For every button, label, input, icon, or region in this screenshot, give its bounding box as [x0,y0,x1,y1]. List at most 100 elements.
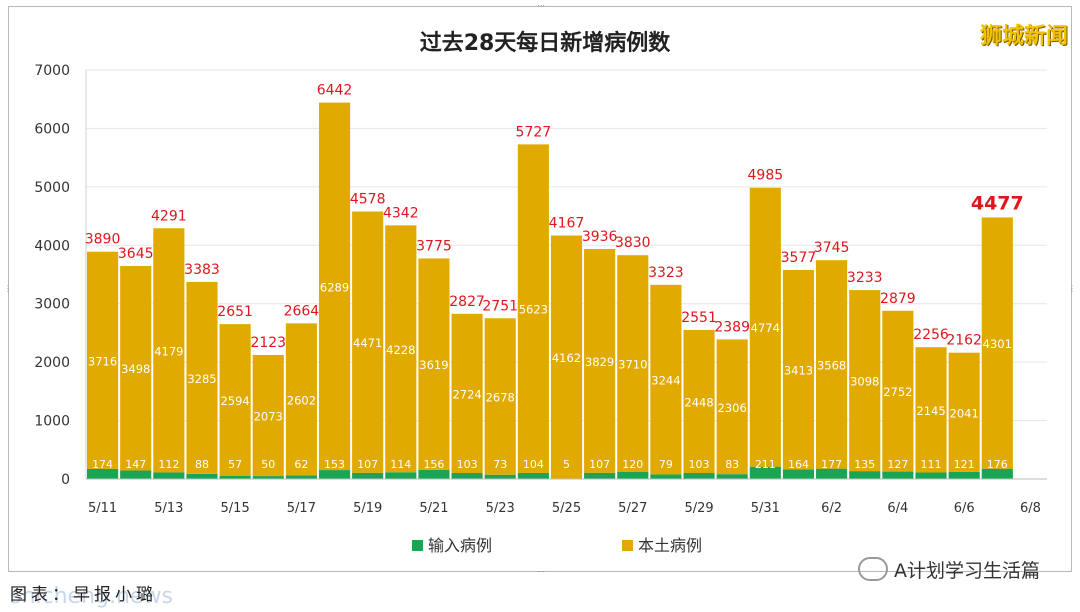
x-tick-label: 5/15 [221,501,250,516]
bar-local [418,258,450,470]
bar-local [550,235,583,479]
local-value-label: 3498 [121,362,150,376]
total-value-label: 4291 [151,208,187,224]
total-value-label: 2551 [681,310,717,326]
bar-local [584,249,616,473]
local-value-label: 2041 [950,406,979,420]
y-tick-label: 0 [61,472,70,488]
resize-handle-left[interactable]: ⋮ [4,284,12,293]
x-tick-label: 5/11 [88,501,117,516]
total-value-label: 3936 [582,229,618,245]
bar-local [385,225,417,473]
bar-local [219,324,251,476]
total-value-label: 3383 [184,262,220,278]
local-value-label: 3098 [850,375,879,389]
bar-local [86,251,119,469]
bar-imported [683,472,715,479]
resize-handle-top[interactable]: ⋯ [537,1,545,10]
bar-imported [153,472,185,479]
bar-local [948,352,980,472]
local-value-label: 3716 [88,354,117,368]
bar-imported [86,468,119,479]
total-value-label: 3890 [85,232,121,248]
y-tick-label: 1000 [34,414,70,430]
bar-local [484,318,516,475]
total-value-label: 4342 [383,205,419,221]
brand-logo-text: 狮城新闻 [979,24,1068,49]
bar-imported [617,471,649,479]
bar-imported [352,472,384,479]
x-tick-label: 5/19 [353,501,382,516]
imported-value-label: 112 [158,458,179,471]
imported-value-label: 103 [689,458,710,471]
imported-value-label: 88 [195,458,209,471]
total-value-label: 6442 [317,83,353,99]
bar-local [716,339,748,475]
x-tick-label: 5/27 [618,501,647,516]
imported-value-label: 114 [390,458,411,471]
x-tick-label: 5/29 [684,501,713,516]
bar-local [186,281,218,474]
x-tick-label: 6/2 [821,501,842,516]
local-value-label: 4179 [154,344,183,358]
imported-value-label: 104 [523,458,544,471]
resize-handle-right[interactable]: ⋮ [1068,284,1076,293]
local-value-label: 2145 [916,404,945,418]
total-value-label: 3775 [416,238,452,254]
bar-imported [318,470,351,479]
imported-value-label: 147 [125,458,146,471]
imported-value-label: 5 [563,458,570,471]
bar-imported [517,472,549,479]
imported-value-label: 107 [589,458,610,471]
total-value-label: 4985 [748,168,784,184]
local-value-label: 2073 [254,410,283,424]
imported-value-label: 111 [921,458,942,471]
imported-value-label: 103 [457,458,478,471]
bar-local [252,354,284,477]
imported-value-label: 127 [887,458,908,471]
local-value-label: 3829 [585,355,614,369]
local-value-label: 3413 [784,364,813,378]
bar-imported [219,475,251,479]
bar-local [816,260,848,469]
bar-local [153,228,185,473]
local-value-label: 6289 [320,280,349,294]
local-value-label: 3244 [651,374,680,388]
bar-imported [849,471,881,479]
total-value-label: 4167 [549,216,585,232]
bar-imported [782,469,815,479]
total-value-label: 2827 [449,294,485,310]
y-tick-label: 3000 [34,297,70,313]
local-value-label: 4471 [353,336,382,350]
imported-value-label: 135 [854,458,875,471]
x-tick-label: 5/13 [154,501,183,516]
total-value-label: 2123 [250,335,286,351]
total-value-label: 2879 [880,291,916,307]
local-value-label: 3710 [618,358,647,372]
x-axis: 5/11 5/13 5/15 5/17 5/19 5/21 5/23 5/25 5/27 5/29… [86,478,1047,516]
local-value-label: 2306 [718,401,747,415]
local-value-label: 4301 [983,337,1012,351]
y-tick-label: 6000 [34,121,70,137]
bar-imported [584,472,616,479]
imported-value-label: 174 [92,458,113,471]
bar-local [915,347,947,473]
bar-local [749,187,781,467]
x-tick-label: 5/31 [751,501,780,516]
bar-imported [120,470,152,479]
local-value-label: 2724 [452,387,481,401]
bar-local [981,217,1013,469]
imported-value-label: 177 [821,458,842,471]
local-value-label: 4228 [386,343,415,357]
resize-handle-bottom[interactable]: ⋯ [537,567,545,576]
x-tick-label: 6/6 [954,501,975,516]
local-value-label: 2594 [220,394,249,408]
legend-label-imported: 输入病例 [428,536,492,555]
bar-imported [418,469,450,479]
y-tick-label: 5000 [34,180,70,196]
total-value-label: 3577 [781,250,817,266]
chart-credit: 图表：早报小璐 [10,585,157,605]
x-tick-label: 6/8 [1020,501,1041,516]
bar-local [352,211,384,473]
